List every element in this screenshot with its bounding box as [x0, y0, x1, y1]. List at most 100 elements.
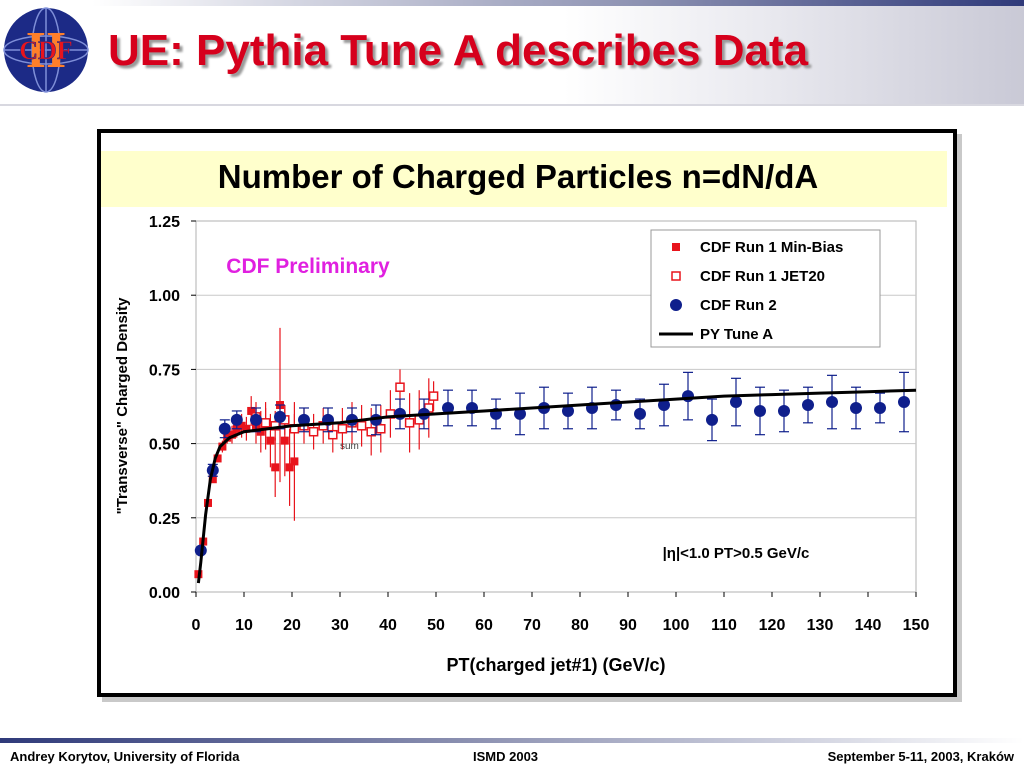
y-axis-label: "Transverse" Charged Density	[114, 297, 131, 514]
data-point	[658, 399, 670, 412]
logo-numeral: II	[26, 22, 66, 79]
header-stripe	[92, 0, 1024, 6]
legend-item: PY Tune A	[659, 326, 773, 343]
legend-label: CDF Run 1 Min-Bias	[700, 239, 843, 256]
data-point	[562, 404, 574, 417]
data-point	[898, 396, 910, 409]
data-point	[634, 407, 646, 420]
legend-box	[650, 229, 881, 348]
data-point	[356, 421, 367, 431]
data-point	[213, 454, 222, 463]
legend-label: CDF Run 2	[700, 297, 777, 314]
data-point	[514, 407, 526, 420]
preliminary-label: CDF Preliminary	[226, 255, 390, 278]
data-point	[610, 399, 622, 412]
data-point	[376, 424, 386, 434]
cdf-logo: II CDF	[0, 0, 92, 105]
chart-title-band	[101, 151, 947, 207]
x-tick-label: 0	[192, 617, 201, 634]
x-tick-label: 120	[759, 617, 786, 634]
legend-item: CDF Run 1 Min-Bias	[672, 239, 843, 256]
legend-item: CDF Run 2	[670, 297, 777, 314]
data-point	[802, 399, 814, 412]
legend-swatch	[670, 299, 682, 311]
data-point	[280, 436, 289, 445]
data-point	[778, 404, 790, 417]
data-point	[290, 457, 299, 466]
legend: CDF Run 1 Min-Bias CDF Run 1 JET20 CDF Run…	[650, 229, 881, 348]
data-point	[337, 424, 348, 434]
x-tick-label: 140	[855, 617, 882, 634]
y-tick-label: 0.00	[149, 585, 180, 602]
data-point	[271, 463, 280, 472]
data-point	[230, 413, 243, 426]
legend-label: CDF Run 1 JET20	[700, 268, 825, 285]
data-point	[754, 404, 766, 417]
data-point	[682, 390, 694, 403]
x-tick-label: 30	[331, 617, 349, 634]
logo-text: CDF	[19, 36, 72, 65]
data-point	[242, 424, 251, 433]
data-point	[274, 410, 286, 423]
chart-frame	[97, 129, 957, 697]
label-layer: "Transverse" Charged Density PT(charged …	[114, 255, 809, 675]
data-point	[874, 401, 886, 414]
data-point	[706, 413, 718, 426]
footer-stripe	[0, 738, 1024, 743]
slide-title: UE: Pythia Tune A describes Data	[108, 26, 809, 75]
x-tick-label: 40	[379, 617, 397, 634]
tune-a-curve	[196, 388, 917, 584]
x-tick-label: 80	[571, 617, 589, 634]
data-point	[266, 436, 275, 445]
data-point	[850, 401, 862, 414]
y-tick-label: 1.25	[149, 214, 180, 231]
y-tick-label: 0.25	[149, 511, 180, 528]
data-point	[826, 396, 838, 409]
x-tick-label: 70	[523, 617, 541, 634]
data-point	[394, 407, 406, 420]
series-3	[196, 388, 917, 584]
data-point	[247, 406, 256, 415]
x-tick-label: 110	[711, 617, 737, 634]
x-tick-label: 130	[807, 617, 834, 634]
data-point	[308, 426, 319, 437]
series-2	[194, 371, 910, 557]
data-point	[298, 413, 310, 426]
data-point	[218, 422, 231, 435]
cuts-label: |η|<1.0 PT>0.5 GeV/c	[663, 545, 810, 562]
data-point	[270, 421, 280, 431]
footer-conference: ISMD 2003	[473, 749, 539, 764]
header-band	[0, 0, 1024, 105]
footer-author: Andrey Korytov, University of Florida	[10, 749, 240, 764]
title-divider	[0, 104, 1024, 106]
series-0	[194, 327, 299, 579]
data-point	[250, 413, 262, 426]
data-point	[260, 418, 271, 428]
data-point	[730, 396, 742, 409]
data-point	[404, 418, 415, 428]
x-tick-label: 10	[235, 617, 253, 634]
plot-area-border	[195, 220, 917, 593]
x-tick-label: 50	[427, 617, 445, 634]
x-tick-label: 90	[619, 617, 637, 634]
data-layer	[194, 327, 917, 584]
data-point	[218, 442, 227, 451]
y-tick-label: 0.50	[149, 437, 180, 454]
sum-label: sum	[340, 441, 359, 452]
legend-label: PY Tune A	[700, 326, 773, 343]
chart-title: Number of Charged Particles n=dN/dA	[217, 158, 819, 195]
legend-swatch	[671, 271, 681, 281]
x-axis-label: PT(charged jet#1) (GeV/c)	[446, 655, 665, 675]
y-tick-label: 0.75	[149, 362, 180, 379]
x-tick-label: 150	[903, 617, 930, 634]
footer-date: September 5-11, 2003, Kraków	[827, 749, 1014, 764]
data-point	[228, 430, 236, 439]
legend-item: CDF Run 1 JET20	[671, 268, 825, 285]
x-tick-label: 100	[663, 617, 690, 634]
y-tick-label: 1.00	[149, 288, 180, 305]
data-point	[208, 475, 217, 484]
legend-swatch	[672, 243, 680, 251]
x-tick-label: 60	[475, 617, 493, 634]
data-point	[366, 426, 376, 437]
